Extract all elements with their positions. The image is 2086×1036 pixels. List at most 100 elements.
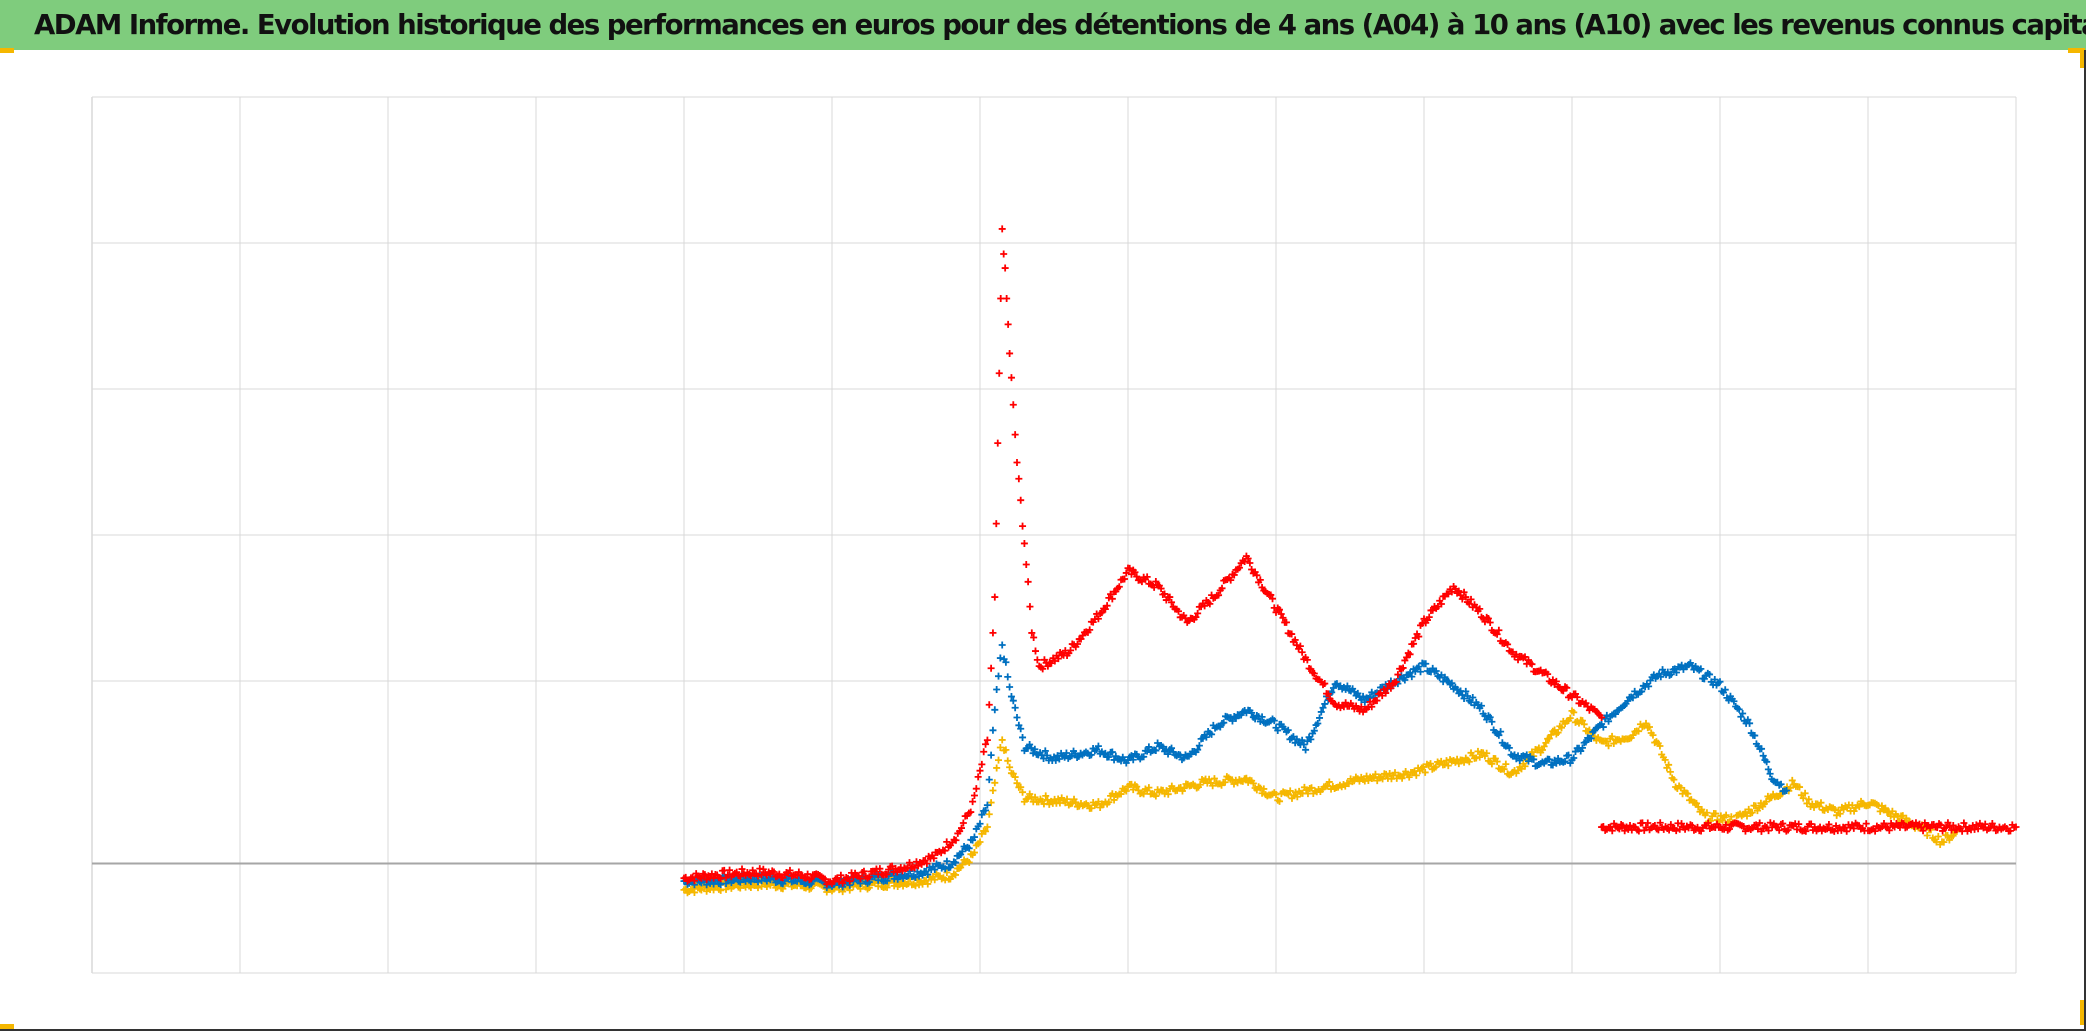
data-point bbox=[883, 883, 891, 891]
data-point bbox=[1547, 731, 1555, 739]
data-point bbox=[1427, 760, 1435, 768]
data-point bbox=[1345, 780, 1353, 788]
data-point bbox=[1026, 740, 1034, 748]
data-point bbox=[943, 869, 951, 877]
data-point bbox=[1022, 560, 1030, 568]
data-point bbox=[924, 880, 932, 888]
data-point bbox=[1168, 744, 1176, 752]
data-point bbox=[1672, 827, 1680, 835]
data-point bbox=[1180, 784, 1188, 792]
data-point bbox=[1476, 605, 1484, 613]
data-point bbox=[996, 743, 1004, 751]
data-point bbox=[1962, 823, 1970, 831]
data-point bbox=[1672, 669, 1680, 677]
data-point bbox=[754, 884, 762, 892]
data-point bbox=[1667, 670, 1675, 678]
data-point bbox=[1700, 675, 1708, 683]
data-point bbox=[1286, 787, 1294, 795]
data-point bbox=[1748, 809, 1756, 817]
data-point bbox=[1145, 784, 1153, 792]
data-point bbox=[883, 877, 891, 885]
data-point bbox=[1752, 821, 1760, 829]
data-point bbox=[1766, 770, 1774, 778]
data-point bbox=[1885, 826, 1893, 834]
data-point bbox=[1140, 753, 1148, 761]
data-point bbox=[1004, 320, 1012, 328]
data-point bbox=[1354, 689, 1362, 697]
data-point bbox=[1129, 756, 1137, 764]
data-point bbox=[1697, 665, 1705, 673]
data-point bbox=[689, 873, 697, 881]
corner-accent-right-lower bbox=[2080, 1000, 2085, 1025]
data-point bbox=[1300, 741, 1308, 749]
data-point bbox=[1783, 787, 1791, 794]
data-point bbox=[1552, 759, 1560, 767]
data-point bbox=[1444, 762, 1452, 770]
data-point bbox=[1825, 820, 1833, 828]
data-point bbox=[1843, 827, 1851, 835]
data-point bbox=[1013, 779, 1021, 787]
data-point bbox=[1110, 796, 1118, 804]
data-point bbox=[1921, 819, 1929, 827]
data-point bbox=[1293, 793, 1301, 801]
data-point bbox=[1157, 585, 1165, 593]
data-point bbox=[1391, 769, 1399, 777]
data-point bbox=[959, 819, 967, 827]
title-bar: ADAM Informe. Evolution historique des p… bbox=[0, 0, 2086, 50]
data-point bbox=[1296, 642, 1304, 650]
data-point bbox=[1644, 819, 1652, 827]
data-point bbox=[931, 866, 939, 874]
data-point bbox=[941, 847, 949, 855]
data-point bbox=[994, 439, 1002, 447]
data-point bbox=[1249, 779, 1257, 787]
data-point bbox=[1098, 609, 1106, 617]
data-point bbox=[978, 811, 986, 819]
data-point bbox=[1302, 746, 1310, 754]
data-point bbox=[1545, 734, 1553, 742]
data-point bbox=[1756, 819, 1764, 827]
data-point bbox=[717, 880, 725, 888]
data-point bbox=[1131, 568, 1139, 576]
data-point bbox=[1919, 827, 1927, 835]
data-point bbox=[1284, 726, 1292, 734]
data-point bbox=[1302, 786, 1310, 794]
data-point bbox=[1599, 822, 1607, 830]
data-point bbox=[1028, 629, 1036, 637]
data-point bbox=[1505, 744, 1513, 752]
data-point bbox=[1420, 615, 1428, 623]
data-point bbox=[1220, 719, 1228, 727]
data-point bbox=[992, 520, 1000, 528]
data-point bbox=[697, 886, 705, 894]
corner-accent-top-left bbox=[0, 48, 14, 53]
data-point bbox=[1817, 799, 1825, 807]
data-point bbox=[1042, 792, 1050, 800]
data-point bbox=[1881, 804, 1889, 812]
data-point bbox=[1013, 458, 1021, 466]
data-point bbox=[1415, 633, 1423, 641]
data-point bbox=[1192, 613, 1200, 621]
data-point bbox=[865, 873, 873, 881]
data-point bbox=[965, 858, 973, 866]
data-point bbox=[1610, 740, 1618, 748]
data-point bbox=[689, 885, 697, 893]
data-point bbox=[1122, 787, 1130, 795]
data-point bbox=[1196, 781, 1204, 789]
data-point bbox=[943, 857, 951, 865]
data-point bbox=[1972, 821, 1980, 829]
chart-title: ADAM Informe. Evolution historique des p… bbox=[34, 9, 2086, 41]
data-point bbox=[1493, 758, 1501, 766]
data-point bbox=[1465, 758, 1473, 766]
data-point bbox=[1030, 633, 1038, 641]
data-point bbox=[1270, 717, 1278, 725]
data-point bbox=[747, 872, 755, 880]
data-point bbox=[1133, 783, 1141, 791]
data-point bbox=[1836, 810, 1844, 818]
data-point bbox=[717, 875, 725, 883]
data-point bbox=[1619, 822, 1627, 830]
data-point bbox=[1258, 789, 1266, 797]
data-point bbox=[1380, 685, 1388, 693]
data-point bbox=[1011, 773, 1019, 781]
data-point bbox=[976, 767, 984, 775]
data-point bbox=[835, 878, 843, 886]
data-point bbox=[1495, 626, 1503, 634]
